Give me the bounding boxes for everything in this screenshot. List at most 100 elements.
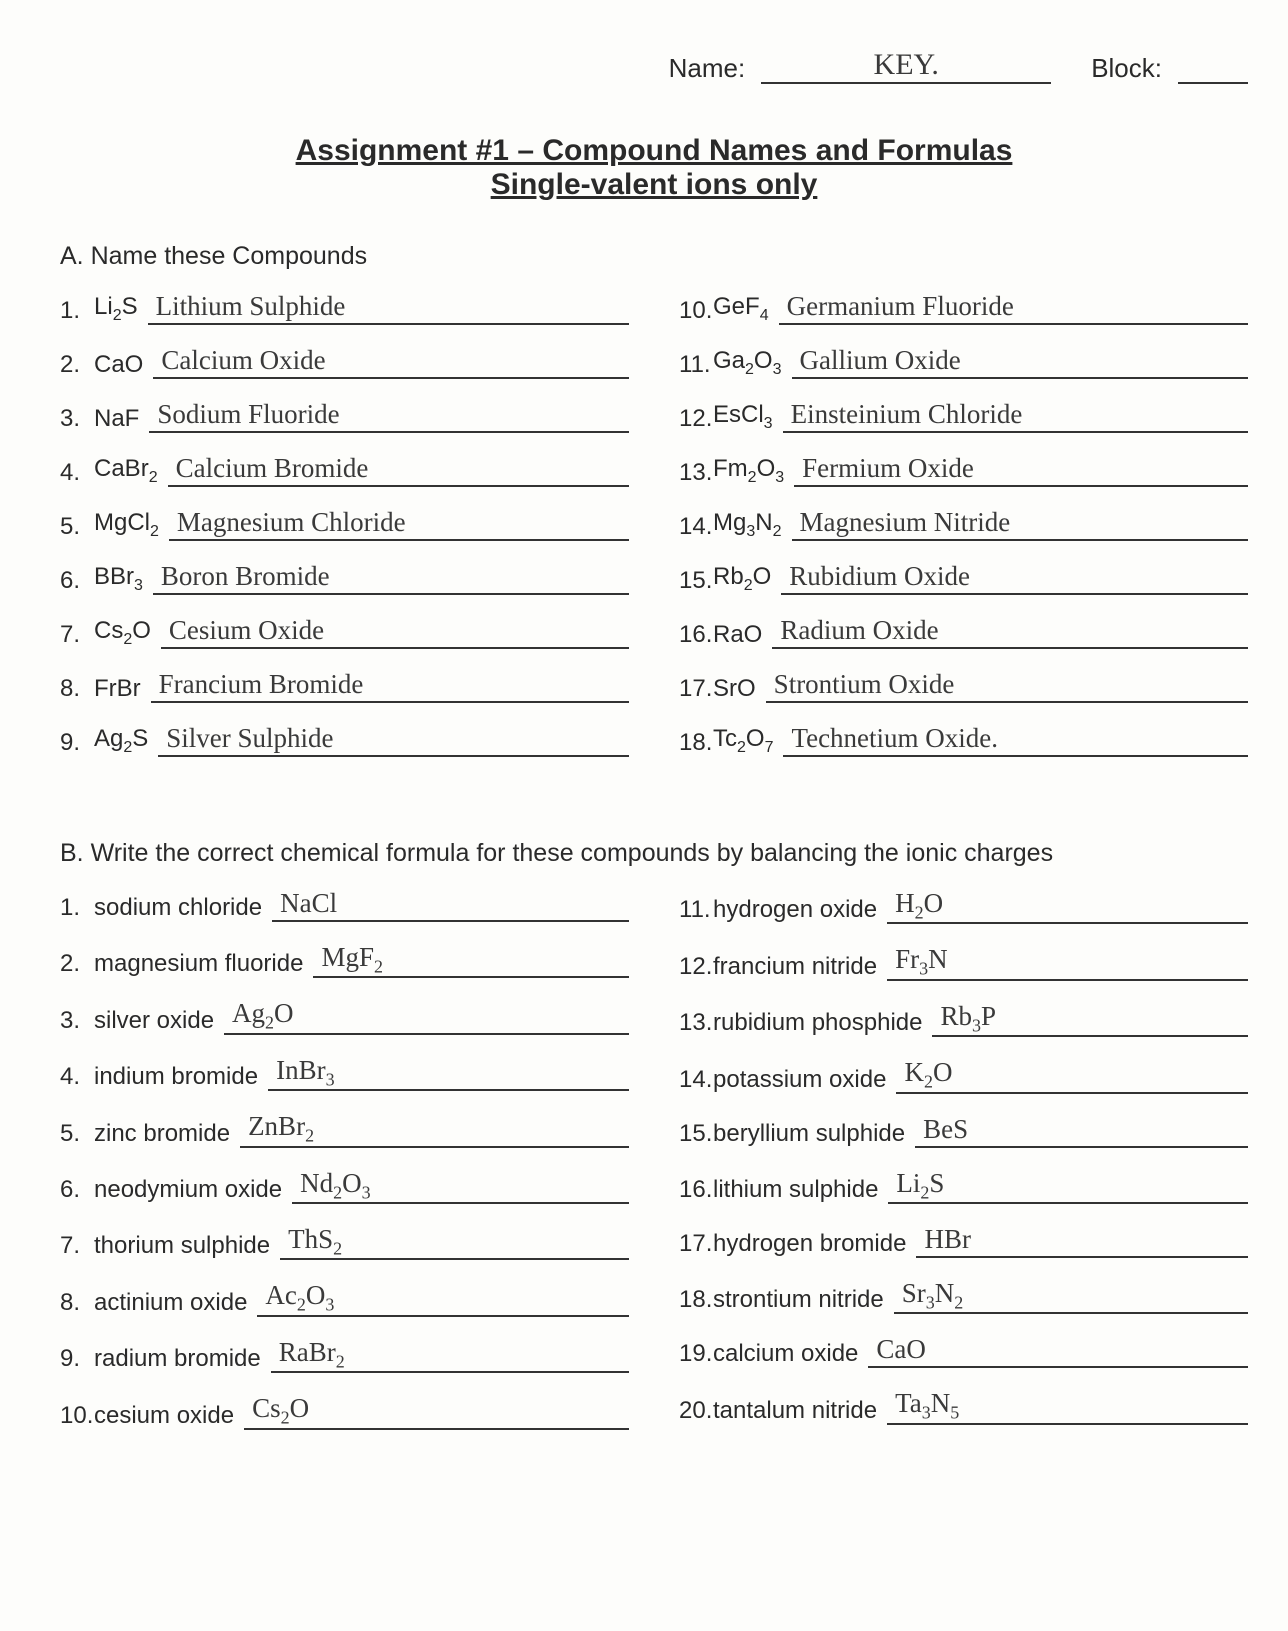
question-number: 7. bbox=[60, 621, 94, 649]
question-name: beryllium sulphide bbox=[713, 1120, 905, 1148]
question-row: 6.BBr3Boron Bromide bbox=[60, 563, 629, 595]
answer-field: Rb3P bbox=[932, 1003, 1248, 1037]
answer-field: Sr3N2 bbox=[894, 1280, 1248, 1314]
question-number: 10. bbox=[60, 1402, 94, 1430]
question-name: indium bromide bbox=[94, 1063, 258, 1091]
answer-field: Rubidium Oxide bbox=[781, 563, 1248, 595]
question-number: 8. bbox=[60, 675, 94, 703]
question-name: magnesium fluoride bbox=[94, 950, 303, 978]
question-number: 14. bbox=[679, 1066, 713, 1094]
question-row: 8.actinium oxideAc2O3 bbox=[60, 1282, 629, 1316]
question-formula: CaBr2 bbox=[94, 455, 158, 487]
question-formula: Ga2O3 bbox=[713, 347, 782, 379]
question-row: 8.FrBrFrancium Bromide bbox=[60, 671, 629, 703]
name-label: Name: bbox=[669, 53, 746, 84]
question-row: 15.beryllium sulphideBeS bbox=[679, 1116, 1248, 1148]
question-number: 10. bbox=[679, 297, 713, 325]
question-name: tantalum nitride bbox=[713, 1397, 877, 1425]
question-number: 5. bbox=[60, 513, 94, 541]
question-row: 13.rubidium phosphideRb3P bbox=[679, 1003, 1248, 1037]
question-row: 9.Ag2SSilver Sulphide bbox=[60, 725, 629, 757]
question-name: radium bromide bbox=[94, 1345, 261, 1373]
question-row: 6.neodymium oxideNd2O3 bbox=[60, 1170, 629, 1204]
answer-field: Gallium Oxide bbox=[792, 347, 1249, 379]
question-row: 18.strontium nitrideSr3N2 bbox=[679, 1280, 1248, 1314]
answer-field: Strontium Oxide bbox=[766, 671, 1248, 703]
question-row: 2.magnesium fluoride MgF2 bbox=[60, 944, 629, 978]
question-row: 5.MgCl2Magnesium Chloride bbox=[60, 509, 629, 541]
worksheet-title: Assignment #1 – Compound Names and Formu… bbox=[60, 134, 1248, 202]
question-number: 12. bbox=[679, 405, 713, 433]
answer-field: Lithium Sulphide bbox=[148, 293, 629, 325]
name-field: KEY. bbox=[761, 50, 1051, 84]
answer-field: Ag2O bbox=[224, 1000, 629, 1034]
answer-field: Boron Bromide bbox=[153, 563, 629, 595]
answer-field: ZnBr2 bbox=[240, 1113, 629, 1147]
question-number: 3. bbox=[60, 1007, 94, 1035]
answer-field: Einsteinium Chloride bbox=[783, 401, 1248, 433]
question-name: zinc bromide bbox=[94, 1120, 230, 1148]
question-row: 9.radium bromideRaBr2 bbox=[60, 1339, 629, 1373]
question-formula: Cs2O bbox=[94, 617, 151, 649]
question-formula: Li2S bbox=[94, 293, 138, 325]
answer-field: Technetium Oxide. bbox=[783, 725, 1248, 757]
question-number: 18. bbox=[679, 1286, 713, 1314]
question-number: 6. bbox=[60, 1176, 94, 1204]
answer-field: Ac2O3 bbox=[257, 1282, 629, 1316]
question-row: 10.cesium oxideCs2O bbox=[60, 1395, 629, 1429]
question-name: cesium oxide bbox=[94, 1402, 234, 1430]
question-number: 1. bbox=[60, 297, 94, 325]
answer-field: Fr3N bbox=[887, 946, 1248, 980]
answer-field: ThS2 bbox=[280, 1226, 629, 1260]
question-row: 1.sodium chlorideNaCl bbox=[60, 890, 629, 922]
question-name: thorium sulphide bbox=[94, 1232, 270, 1260]
block-label: Block: bbox=[1091, 53, 1162, 84]
answer-field: Silver Sulphide bbox=[158, 725, 629, 757]
question-name: potassium oxide bbox=[713, 1066, 886, 1094]
answer-field: Sodium Fluoride bbox=[149, 401, 629, 433]
question-number: 12. bbox=[679, 953, 713, 981]
question-number: 1. bbox=[60, 894, 94, 922]
question-number: 2. bbox=[60, 950, 94, 978]
question-name: francium nitride bbox=[713, 953, 877, 981]
question-number: 15. bbox=[679, 1120, 713, 1148]
title-line2: Single-valent ions only bbox=[60, 168, 1248, 202]
question-number: 15. bbox=[679, 567, 713, 595]
question-row: 2.CaO Calcium Oxide bbox=[60, 347, 629, 379]
question-formula: Fm2O3 bbox=[713, 455, 784, 487]
question-row: 17.hydrogen bromideHBr bbox=[679, 1226, 1248, 1258]
question-number: 20. bbox=[679, 1397, 713, 1425]
question-name: sodium chloride bbox=[94, 894, 262, 922]
worksheet-header: Name: KEY. Block: bbox=[60, 50, 1248, 84]
answer-field: MgF2 bbox=[313, 944, 629, 978]
question-formula: Ag2S bbox=[94, 725, 148, 757]
answer-field: Francium Bromide bbox=[151, 671, 629, 703]
question-number: 16. bbox=[679, 621, 713, 649]
question-row: 3.NaFSodium Fluoride bbox=[60, 401, 629, 433]
question-row: 15.Rb2ORubidium Oxide bbox=[679, 563, 1248, 595]
question-number: 6. bbox=[60, 567, 94, 595]
question-name: hydrogen oxide bbox=[713, 896, 877, 924]
question-name: calcium oxide bbox=[713, 1340, 858, 1368]
question-row: 11.Ga2O3 Gallium Oxide bbox=[679, 347, 1248, 379]
answer-field: Magnesium Nitride bbox=[792, 509, 1249, 541]
question-formula: CaO bbox=[94, 351, 143, 379]
answer-field: K2O bbox=[896, 1059, 1248, 1093]
answer-field: InBr3 bbox=[268, 1057, 629, 1091]
question-row: 12.EsCl3Einsteinium Chloride bbox=[679, 401, 1248, 433]
question-number: 19. bbox=[679, 1340, 713, 1368]
answer-field: Germanium Fluoride bbox=[779, 293, 1248, 325]
question-row: 7.Cs2OCesium Oxide bbox=[60, 617, 629, 649]
question-formula: MgCl2 bbox=[94, 509, 159, 541]
question-number: 16. bbox=[679, 1176, 713, 1204]
question-formula: NaF bbox=[94, 405, 139, 433]
question-row: 7.thorium sulphideThS2 bbox=[60, 1226, 629, 1260]
question-row: 11.hydrogen oxideH2O bbox=[679, 890, 1248, 924]
question-number: 2. bbox=[60, 351, 94, 379]
question-name: neodymium oxide bbox=[94, 1176, 282, 1204]
question-number: 11. bbox=[679, 351, 713, 379]
answer-field: Calcium Oxide bbox=[153, 347, 629, 379]
answer-field: Li2S bbox=[888, 1170, 1248, 1204]
section-b-body: 1.sodium chlorideNaCl 2.magnesium fluorid… bbox=[60, 890, 1248, 1452]
question-name: actinium oxide bbox=[94, 1289, 247, 1317]
